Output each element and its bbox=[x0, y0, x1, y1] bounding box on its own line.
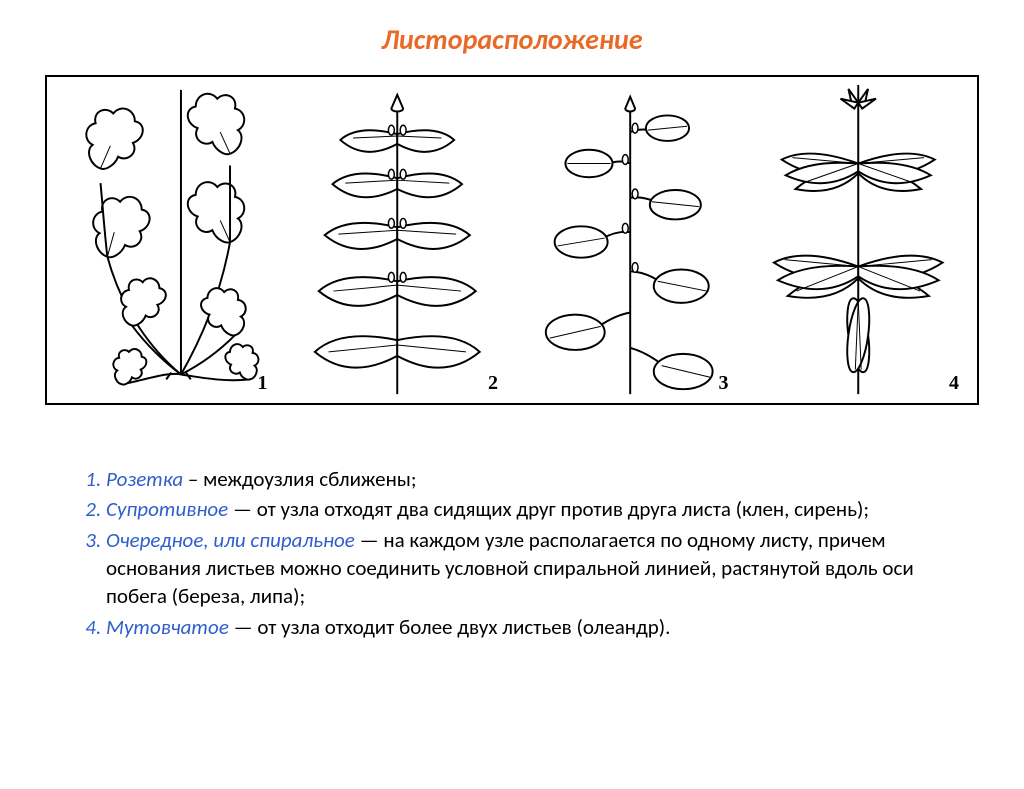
page-title: Листорасположение bbox=[0, 22, 1024, 57]
legend-term: Супротивное bbox=[106, 496, 228, 522]
figure-label-2: 2 bbox=[488, 372, 498, 395]
legend-item-3: Очередное, или спиральное — на каждом уз… bbox=[106, 526, 974, 611]
legend-desc: — от узла отходят два сидящих друг проти… bbox=[228, 496, 869, 522]
legend-item-1: Розетка – междоузлия сближены; bbox=[106, 465, 974, 493]
legend-list: Розетка – междоузлия сближены; Супротивн… bbox=[80, 465, 974, 641]
legend-term: Розетка bbox=[106, 466, 183, 492]
figure-label-4: 4 bbox=[949, 372, 959, 395]
figure-panel-2: 2 bbox=[282, 85, 513, 399]
legend-term: Мутовчатое bbox=[106, 614, 229, 640]
legend-desc: — от узла отходит более двух листьев (ол… bbox=[229, 614, 671, 640]
plant-opposite-icon bbox=[282, 85, 513, 399]
plant-rosette-icon bbox=[51, 85, 282, 399]
legend: Розетка – междоузлия сближены; Супротивн… bbox=[80, 465, 974, 641]
plant-alternate-icon bbox=[512, 85, 743, 399]
figure-frame: 1 bbox=[45, 75, 979, 405]
figure-label-3: 3 bbox=[719, 372, 729, 395]
legend-desc: – междоузлия сближены; bbox=[183, 466, 416, 492]
figure-label-1: 1 bbox=[258, 372, 268, 395]
legend-item-4: Мутовчатое — от узла отходит более двух … bbox=[106, 613, 974, 641]
legend-term: Очередное, или спиральное bbox=[106, 527, 355, 553]
plant-whorled-icon bbox=[743, 85, 974, 399]
figure-panel-3: 3 bbox=[512, 85, 743, 399]
figure-panel-1: 1 bbox=[51, 85, 282, 399]
figure-panel-4: 4 bbox=[743, 85, 974, 399]
legend-item-2: Супротивное — от узла отходят два сидящи… bbox=[106, 495, 974, 523]
